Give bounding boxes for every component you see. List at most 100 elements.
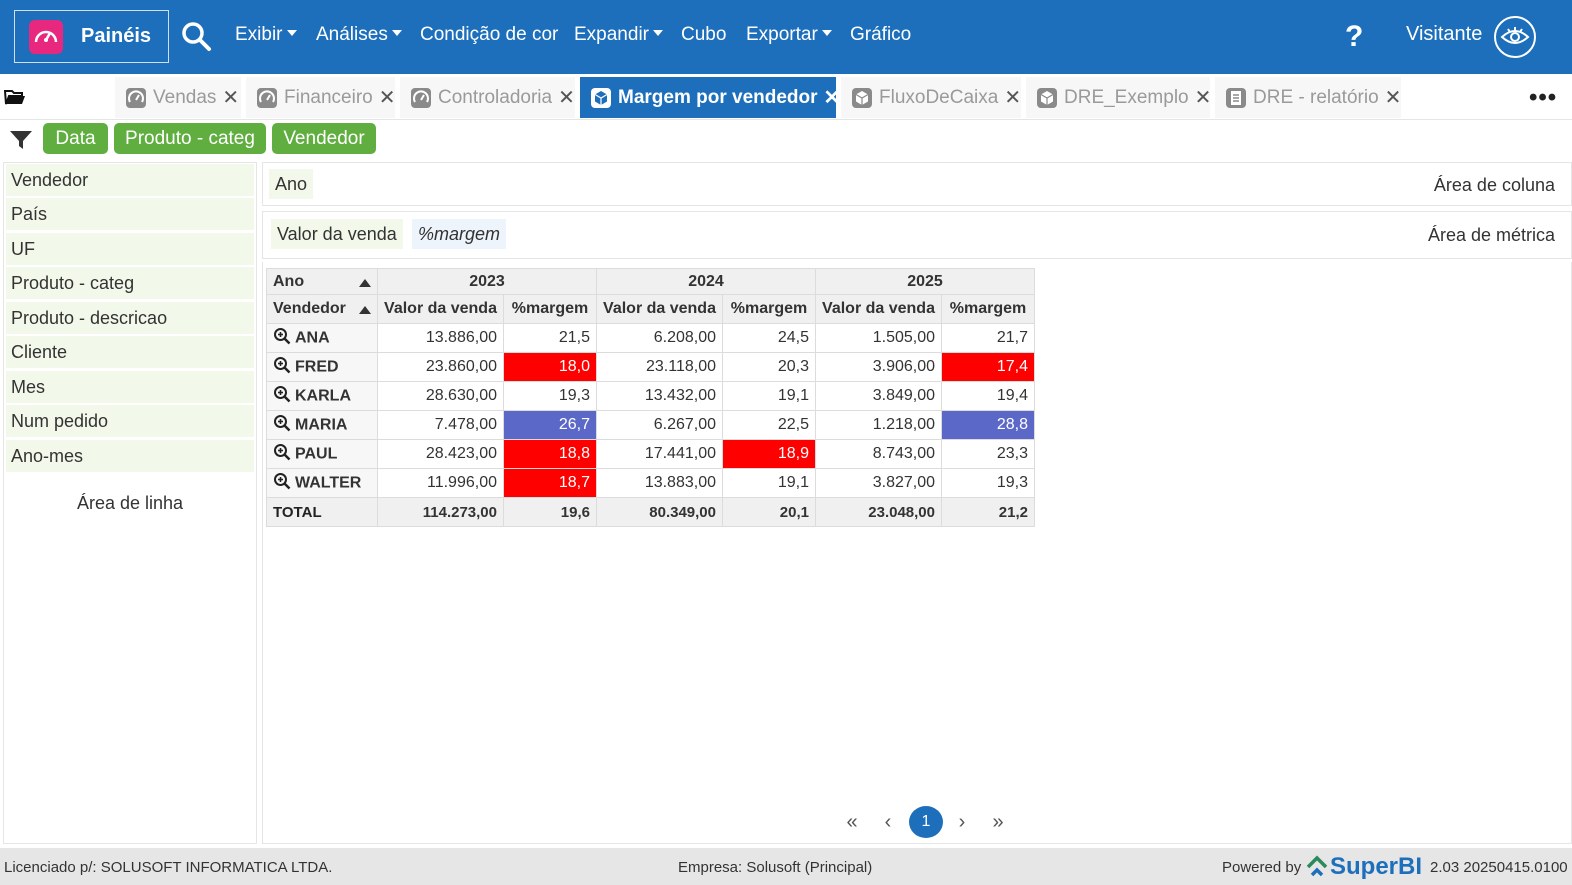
table-row: PAUL 28.423,00 18,8 17.441,00 18,9 8.743,00 23… (266, 439, 1035, 469)
field-produto-categ[interactable]: Produto - categ (6, 267, 254, 299)
close-icon[interactable]: ✕ (823, 87, 841, 109)
field-produto-descricao[interactable]: Produto - descricao (6, 302, 254, 334)
close-icon[interactable]: ✕ (558, 87, 575, 109)
cell-margem: 18,7 (503, 468, 597, 498)
cell-valor-da-venda: 23.860,00 (377, 352, 504, 382)
corner-label: Ano (273, 272, 305, 290)
cell-margem: 18,0 (503, 352, 597, 382)
table-row: FRED 23.860,00 18,0 23.118,00 20,3 3.906,00 17… (266, 352, 1035, 382)
prev-page-button[interactable]: ‹ (884, 810, 892, 833)
cell-valor-da-venda: 13.886,00 (377, 323, 504, 353)
menu-grafico[interactable]: Gráfico (850, 24, 911, 46)
more-options-icon[interactable]: ••• (1529, 84, 1558, 111)
cell-margem: 19,4 (941, 381, 1035, 411)
menu-expandir[interactable]: Expandir (574, 24, 663, 46)
field-pais[interactable]: País (6, 198, 254, 230)
close-icon[interactable]: ✕ (1194, 87, 1212, 109)
metric-header[interactable]: %margem (503, 294, 597, 324)
table-row: MARIA 7.478,00 26,7 6.267,00 22,5 1.218,00 28,… (266, 410, 1035, 440)
zoom-in-icon[interactable] (273, 472, 291, 495)
cube-icon (1036, 87, 1058, 109)
sort-up-icon[interactable] (359, 306, 371, 314)
field-cliente[interactable]: Cliente (6, 336, 254, 368)
total-margem: 19,6 (503, 497, 597, 527)
filter-chip-vendedor[interactable]: Vendedor (272, 123, 376, 154)
close-icon[interactable]: ✕ (378, 87, 396, 109)
table-row: WALTER 11.996,00 18,7 13.883,00 19,1 3.827,00… (266, 468, 1035, 498)
menu-cubo[interactable]: Cubo (681, 24, 726, 46)
column-area[interactable]: Ano Área de coluna (262, 162, 1572, 206)
row-header-vendedor[interactable]: FRED (266, 352, 378, 382)
zoom-in-icon[interactable] (273, 327, 291, 350)
corner-ano[interactable]: Ano (266, 268, 378, 295)
sort-up-icon[interactable] (359, 278, 371, 287)
search-icon[interactable] (180, 20, 212, 52)
user-name[interactable]: Visitante (1406, 23, 1483, 45)
tab-dre-exemplo[interactable]: DRE_Exemplo ✕ (1026, 77, 1212, 118)
field-uf[interactable]: UF (6, 233, 254, 265)
last-page-button[interactable]: » (992, 810, 1004, 833)
menu-condicao-de-cor[interactable]: Condição de cor (420, 24, 558, 46)
current-page-button[interactable]: 1 (909, 806, 943, 838)
tab-margem-por-vendedor[interactable]: Margem por vendedor ✕ (580, 77, 840, 118)
next-page-button[interactable]: › (958, 810, 966, 833)
year-header[interactable]: 2024 (596, 268, 816, 295)
zoom-in-icon[interactable] (273, 385, 291, 408)
dashboard-icon (125, 87, 147, 109)
metric-header[interactable]: %margem (722, 294, 816, 324)
help-icon[interactable]: ? (1345, 20, 1364, 53)
cell-valor-da-venda: 7.478,00 (377, 410, 504, 440)
menu-exportar[interactable]: Exportar (746, 24, 832, 46)
metric-header[interactable]: %margem (941, 294, 1035, 324)
cell-margem: 18,9 (722, 439, 816, 469)
close-icon[interactable]: ✕ (1004, 87, 1022, 109)
metric-chip-valor-da-venda[interactable]: Valor da venda (271, 219, 403, 249)
caret-down-icon (821, 30, 832, 37)
metric-header[interactable]: Valor da venda (815, 294, 942, 324)
tab-fluxodecaixa[interactable]: FluxoDeCaixa ✕ (841, 77, 1021, 118)
row-header-vendedor[interactable]: WALTER (266, 468, 378, 498)
user-eye-icon[interactable] (1494, 16, 1536, 58)
close-icon[interactable]: ✕ (222, 87, 240, 109)
year-header[interactable]: 2025 (815, 268, 1035, 295)
tab-vendas[interactable]: Vendas ✕ (115, 77, 241, 118)
zoom-in-icon[interactable] (273, 356, 291, 379)
corner-vendedor[interactable]: Vendedor (266, 294, 378, 324)
corner-label: Vendedor (273, 300, 346, 317)
metric-header[interactable]: Valor da venda (377, 294, 504, 324)
first-page-button[interactable]: « (846, 810, 858, 833)
metric-chip-margem[interactable]: %margem (412, 219, 507, 249)
row-header-vendedor[interactable]: MARIA (266, 410, 378, 440)
brand-button[interactable]: Painéis (14, 10, 169, 63)
row-header-vendedor[interactable]: ANA (266, 323, 378, 353)
field-ano-mes[interactable]: Ano-mes (6, 440, 254, 472)
cell-valor-da-venda: 11.996,00 (377, 468, 504, 498)
powered-by-text: Powered by (1222, 859, 1302, 876)
row-header-vendedor[interactable]: PAUL (266, 439, 378, 469)
open-folder-icon[interactable] (3, 88, 26, 111)
metric-header[interactable]: Valor da venda (596, 294, 723, 324)
zoom-in-icon[interactable] (273, 443, 291, 466)
field-mes[interactable]: Mes (6, 371, 254, 403)
cell-valor-da-venda: 3.827,00 (815, 468, 942, 498)
tab-dre-relatorio[interactable]: DRE - relatório ✕ (1215, 77, 1401, 118)
row-header-vendedor[interactable]: KARLA (266, 381, 378, 411)
cell-margem: 22,5 (722, 410, 816, 440)
zoom-in-icon[interactable] (273, 414, 291, 437)
footer: Licenciado p/: SOLUSOFT INFORMATICA LTDA… (0, 848, 1572, 885)
tab-financeiro[interactable]: Financeiro ✕ (246, 77, 395, 118)
filter-chip-produto-categ[interactable]: Produto - categ (114, 123, 266, 154)
vendedor-name: FRED (295, 358, 339, 376)
metric-area[interactable]: Valor da venda %margem Área de métrica (262, 211, 1572, 259)
year-header[interactable]: 2023 (377, 268, 597, 295)
field-vendedor[interactable]: Vendedor (6, 164, 254, 196)
table-row: ANA 13.886,00 21,5 6.208,00 24,5 1.505,00 21,7 (266, 323, 1035, 353)
column-chip-ano[interactable]: Ano (269, 169, 314, 199)
menu-exibir[interactable]: Exibir (235, 24, 297, 46)
menu-analises[interactable]: Análises (316, 24, 402, 46)
close-icon[interactable]: ✕ (1384, 87, 1402, 109)
filter-icon[interactable] (9, 130, 33, 155)
field-num-pedido[interactable]: Num pedido (6, 405, 254, 437)
filter-chip-data[interactable]: Data (43, 123, 108, 154)
tab-controladoria[interactable]: Controladoria ✕ (400, 77, 575, 118)
